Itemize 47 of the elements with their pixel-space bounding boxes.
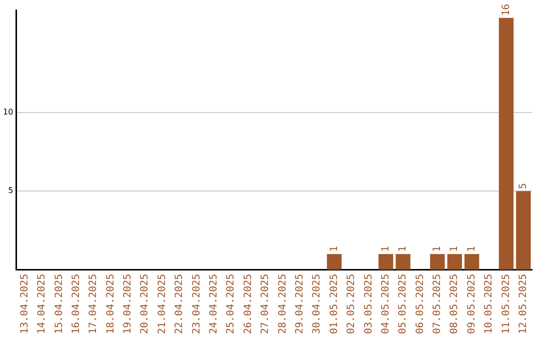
bar bbox=[430, 254, 445, 270]
data-label: 1 bbox=[380, 246, 392, 252]
bar bbox=[464, 254, 480, 270]
bar bbox=[326, 254, 342, 270]
bar bbox=[498, 18, 514, 270]
x-tick-label: 13.04.2025 bbox=[19, 274, 30, 334]
x-tick-label: 23.04.2025 bbox=[191, 274, 202, 334]
x-tick-label: 04.05.2025 bbox=[380, 274, 392, 334]
x-tick-label: 06.05.2025 bbox=[414, 274, 426, 334]
x-tick-label: 01.05.2025 bbox=[328, 274, 340, 334]
x-tick-label: 21.04.2025 bbox=[156, 274, 168, 334]
data-label: 16 bbox=[500, 4, 512, 16]
x-tick-label: 22.04.2025 bbox=[174, 274, 186, 334]
data-label: 1 bbox=[432, 246, 444, 252]
x-tick-label: 12.05.2025 bbox=[518, 274, 529, 334]
x-tick-label: 25.04.2025 bbox=[226, 274, 237, 334]
y-tick-label: 10 bbox=[2, 107, 14, 116]
x-tick-label: 10.05.2025 bbox=[484, 274, 495, 334]
bar bbox=[378, 254, 394, 270]
x-tick-label: 11.05.2025 bbox=[500, 274, 512, 334]
x-tick-label: 20.04.2025 bbox=[140, 274, 151, 334]
data-label: 5 bbox=[518, 183, 529, 190]
data-label: 1 bbox=[466, 246, 478, 252]
bar bbox=[516, 191, 531, 270]
x-tick-label: 09.05.2025 bbox=[466, 274, 478, 334]
data-label: 1 bbox=[328, 246, 340, 252]
x-tick-label: 07.05.2025 bbox=[432, 274, 444, 334]
x-tick-label: 28.04.2025 bbox=[277, 274, 288, 334]
x-tick-label: 18.04.2025 bbox=[105, 274, 116, 334]
x-tick-label: 08.05.2025 bbox=[449, 274, 460, 334]
data-label: 1 bbox=[449, 246, 460, 252]
x-tick-label: 17.04.2025 bbox=[88, 274, 100, 334]
bar bbox=[396, 254, 410, 270]
x-tick-label: 26.04.2025 bbox=[242, 274, 254, 334]
x-tick-label: 27.04.2025 bbox=[260, 274, 272, 334]
data-label: 1 bbox=[398, 246, 409, 252]
x-tick-label: 14.04.2025 bbox=[36, 274, 48, 334]
x-tick-label: 19.04.2025 bbox=[122, 274, 134, 334]
x-tick-label: 03.05.2025 bbox=[363, 274, 374, 334]
x-tick-label: 30.04.2025 bbox=[312, 274, 323, 334]
x-tick-label: 15.04.2025 bbox=[54, 274, 65, 334]
x-tick-label: 02.05.2025 bbox=[346, 274, 358, 334]
bar bbox=[447, 254, 462, 270]
x-tick-label: 24.04.2025 bbox=[208, 274, 220, 334]
x-tick-label: 29.04.2025 bbox=[294, 274, 306, 334]
x-tick-label: 16.04.2025 bbox=[70, 274, 82, 334]
x-tick-label: 05.05.2025 bbox=[398, 274, 409, 334]
